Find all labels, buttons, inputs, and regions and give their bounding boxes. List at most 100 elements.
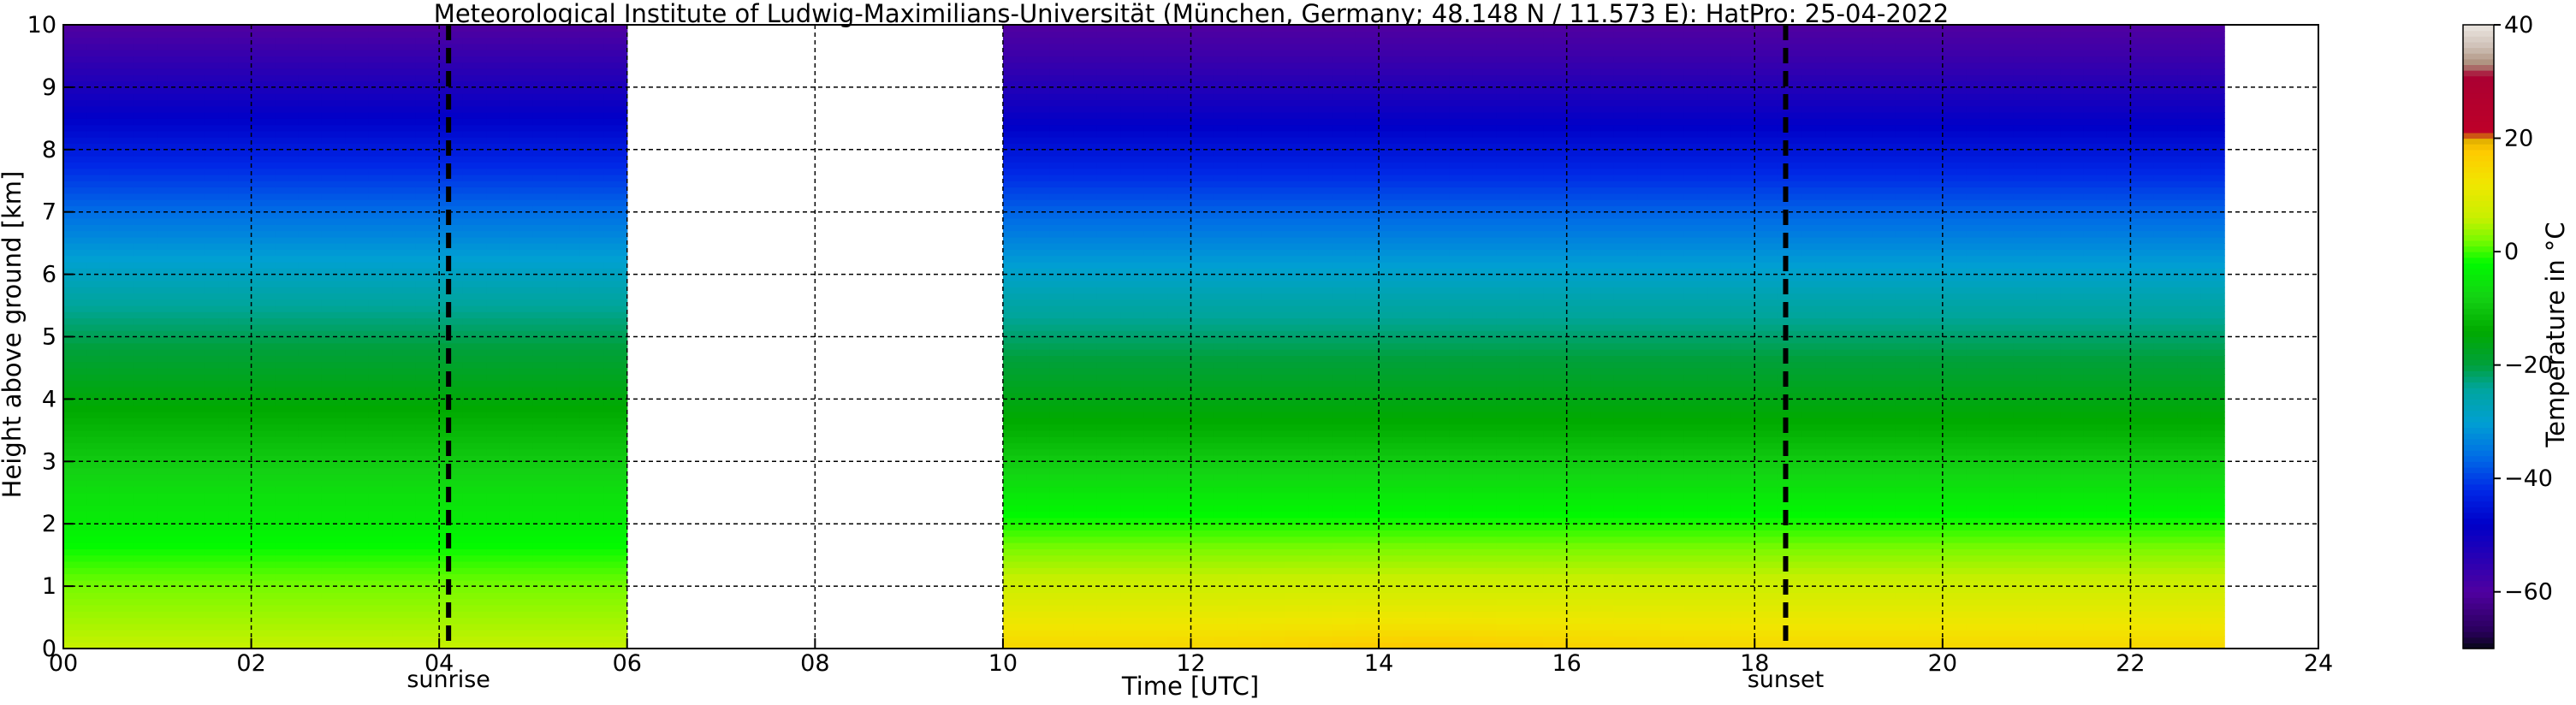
heatmap-cell xyxy=(157,380,181,388)
heatmap-cell xyxy=(1214,548,1238,556)
heatmap-cell xyxy=(228,230,252,238)
heatmap-cell xyxy=(298,517,323,524)
heatmap-cell xyxy=(63,262,88,269)
heatmap-cell xyxy=(392,187,417,194)
heatmap-cell xyxy=(532,411,558,418)
heatmap-cell xyxy=(1261,548,1285,556)
heatmap-cell xyxy=(1402,287,1427,294)
heatmap-cell xyxy=(368,137,393,145)
heatmap-cell xyxy=(1402,156,1427,163)
heatmap-cell xyxy=(1379,37,1404,44)
heatmap-cell xyxy=(1449,323,1474,331)
heatmap-cell xyxy=(1590,112,1615,119)
heatmap-cell xyxy=(1214,217,1238,225)
heatmap-cell xyxy=(1543,168,1568,175)
heatmap-cell xyxy=(1285,156,1309,163)
heatmap-cell xyxy=(1379,311,1404,319)
heatmap-cell xyxy=(1214,280,1238,287)
heatmap-cell xyxy=(1167,592,1192,600)
heatmap-cell xyxy=(251,25,276,32)
heatmap-cell xyxy=(1425,342,1451,350)
heatmap-cell xyxy=(439,536,464,543)
heatmap-cell xyxy=(532,162,558,169)
heatmap-cell xyxy=(1472,217,1497,225)
heatmap-cell xyxy=(251,93,276,101)
heatmap-cell xyxy=(1449,336,1474,344)
heatmap-cell xyxy=(1190,280,1215,287)
heatmap-cell xyxy=(1449,25,1474,32)
heatmap-cell xyxy=(462,430,487,437)
heatmap-cell xyxy=(228,99,252,107)
heatmap-cell xyxy=(1143,611,1168,619)
heatmap-cell xyxy=(321,62,346,69)
heatmap-cell xyxy=(1425,411,1451,418)
heatmap-cell xyxy=(415,130,440,138)
heatmap-cell xyxy=(579,330,604,338)
heatmap-cell xyxy=(298,56,323,63)
heatmap-cell xyxy=(1308,50,1333,57)
heatmap-cell xyxy=(392,168,417,175)
heatmap-cell xyxy=(415,473,440,481)
heatmap-cell xyxy=(321,50,346,57)
heatmap-cell xyxy=(509,299,534,306)
heatmap-cell xyxy=(1214,355,1238,363)
heatmap-cell xyxy=(1355,187,1380,194)
heatmap-cell xyxy=(1261,249,1285,257)
heatmap-cell xyxy=(1402,168,1427,175)
heatmap-cell xyxy=(110,536,134,543)
heatmap-cell xyxy=(1261,118,1285,126)
heatmap-cell xyxy=(1425,293,1451,300)
heatmap-cell xyxy=(1449,99,1474,107)
heatmap-cell xyxy=(1379,74,1404,82)
heatmap-cell xyxy=(63,411,88,418)
heatmap-cell xyxy=(509,367,534,375)
heatmap-cell xyxy=(1472,642,1497,649)
heatmap-cell xyxy=(1143,511,1168,518)
heatmap-cell xyxy=(228,323,252,331)
heatmap-cell xyxy=(368,156,393,163)
heatmap-cell xyxy=(134,393,158,400)
heatmap-cell xyxy=(486,236,511,244)
heatmap-cell xyxy=(532,448,558,456)
heatmap-cell xyxy=(63,305,88,312)
heatmap-cell xyxy=(509,143,534,151)
heatmap-cell xyxy=(462,598,487,606)
heatmap-cell xyxy=(1402,393,1427,400)
heatmap-cell xyxy=(1049,162,1074,169)
heatmap-cell xyxy=(251,467,276,475)
heatmap-cell xyxy=(1120,143,1145,151)
heatmap-cell xyxy=(110,361,134,369)
heatmap-cell xyxy=(1214,611,1238,619)
heatmap-cell xyxy=(251,536,276,543)
heatmap-cell xyxy=(439,37,464,44)
heatmap-cell xyxy=(439,336,464,344)
heatmap-cell xyxy=(204,455,229,462)
heatmap-cell xyxy=(603,112,628,119)
heatmap-cell xyxy=(1214,323,1238,331)
heatmap-cell xyxy=(1238,442,1262,450)
heatmap-cell xyxy=(1285,567,1309,575)
heatmap-cell xyxy=(1519,579,1544,587)
heatmap-cell xyxy=(462,355,487,363)
heatmap-cell xyxy=(204,293,229,300)
heatmap-cell xyxy=(298,630,323,637)
heatmap-cell xyxy=(251,43,276,50)
heatmap-cell xyxy=(1425,592,1451,600)
heatmap-cell xyxy=(603,480,628,488)
heatmap-cell xyxy=(1308,137,1333,145)
heatmap-cell xyxy=(298,598,323,606)
heatmap-cell xyxy=(368,243,393,251)
heatmap-cell xyxy=(1379,25,1404,32)
heatmap-cell xyxy=(1285,442,1309,450)
heatmap-cell xyxy=(532,505,558,512)
heatmap-cell xyxy=(204,230,229,238)
heatmap-cell xyxy=(579,25,604,32)
heatmap-cell xyxy=(63,586,88,593)
heatmap-cell xyxy=(86,181,111,188)
heatmap-cell xyxy=(134,217,158,225)
heatmap-cell xyxy=(486,480,511,488)
heatmap-cell xyxy=(486,399,511,406)
heatmap-cell xyxy=(1308,162,1333,169)
heatmap-cell xyxy=(1543,143,1568,151)
heatmap-cell xyxy=(1355,130,1380,138)
